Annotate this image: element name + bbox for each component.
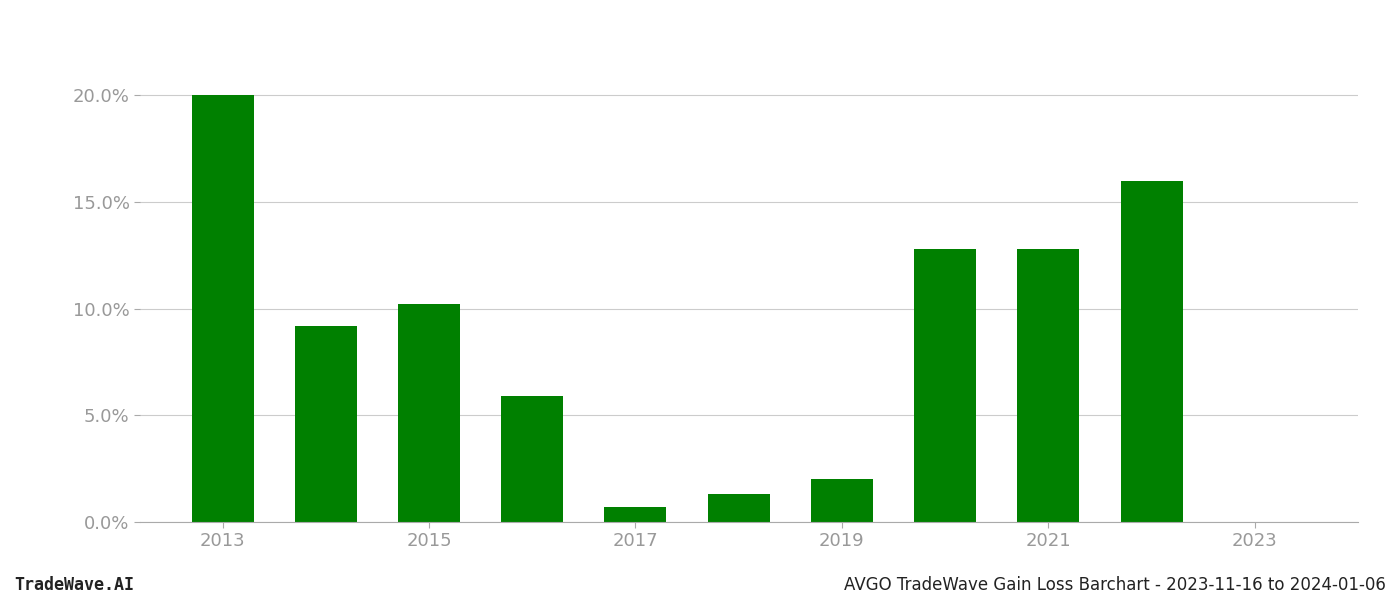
Bar [295, 326, 357, 522]
Bar [1120, 181, 1183, 522]
Bar [398, 304, 461, 522]
Bar [192, 95, 253, 522]
Bar [605, 507, 666, 522]
Text: TradeWave.AI: TradeWave.AI [14, 576, 134, 594]
Bar [811, 479, 872, 522]
Bar [914, 249, 976, 522]
Bar [1018, 249, 1079, 522]
Bar [501, 396, 563, 522]
Bar [708, 494, 770, 522]
Text: AVGO TradeWave Gain Loss Barchart - 2023-11-16 to 2024-01-06: AVGO TradeWave Gain Loss Barchart - 2023… [844, 576, 1386, 594]
